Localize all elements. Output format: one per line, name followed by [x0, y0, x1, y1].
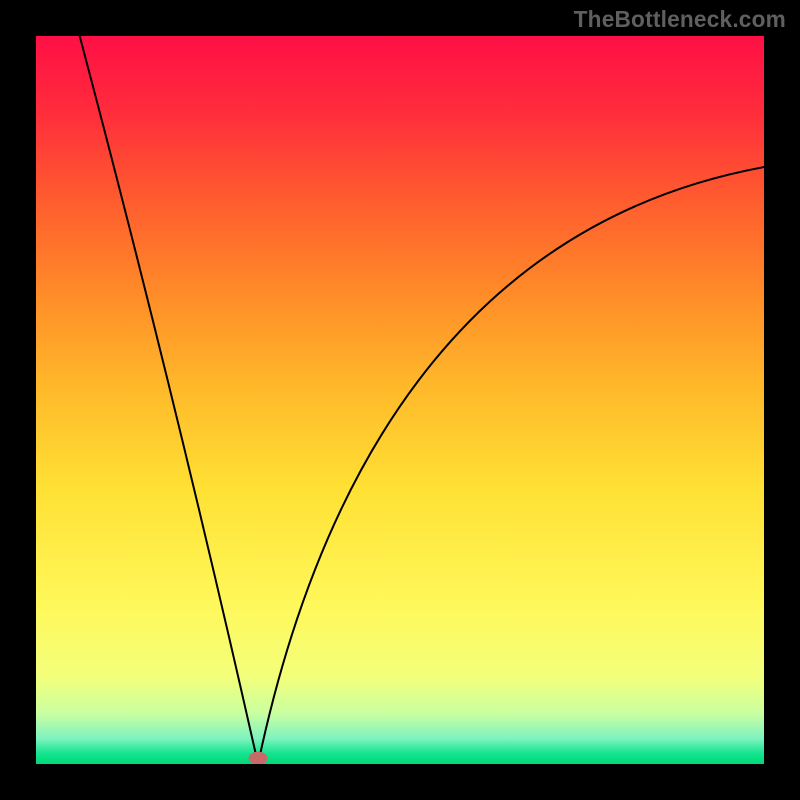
watermark-text: TheBottleneck.com	[574, 6, 786, 33]
plot-area	[36, 36, 764, 764]
bottleneck-curve-chart	[36, 36, 764, 764]
chart-frame: TheBottleneck.com	[0, 0, 800, 800]
gradient-background	[36, 36, 764, 764]
